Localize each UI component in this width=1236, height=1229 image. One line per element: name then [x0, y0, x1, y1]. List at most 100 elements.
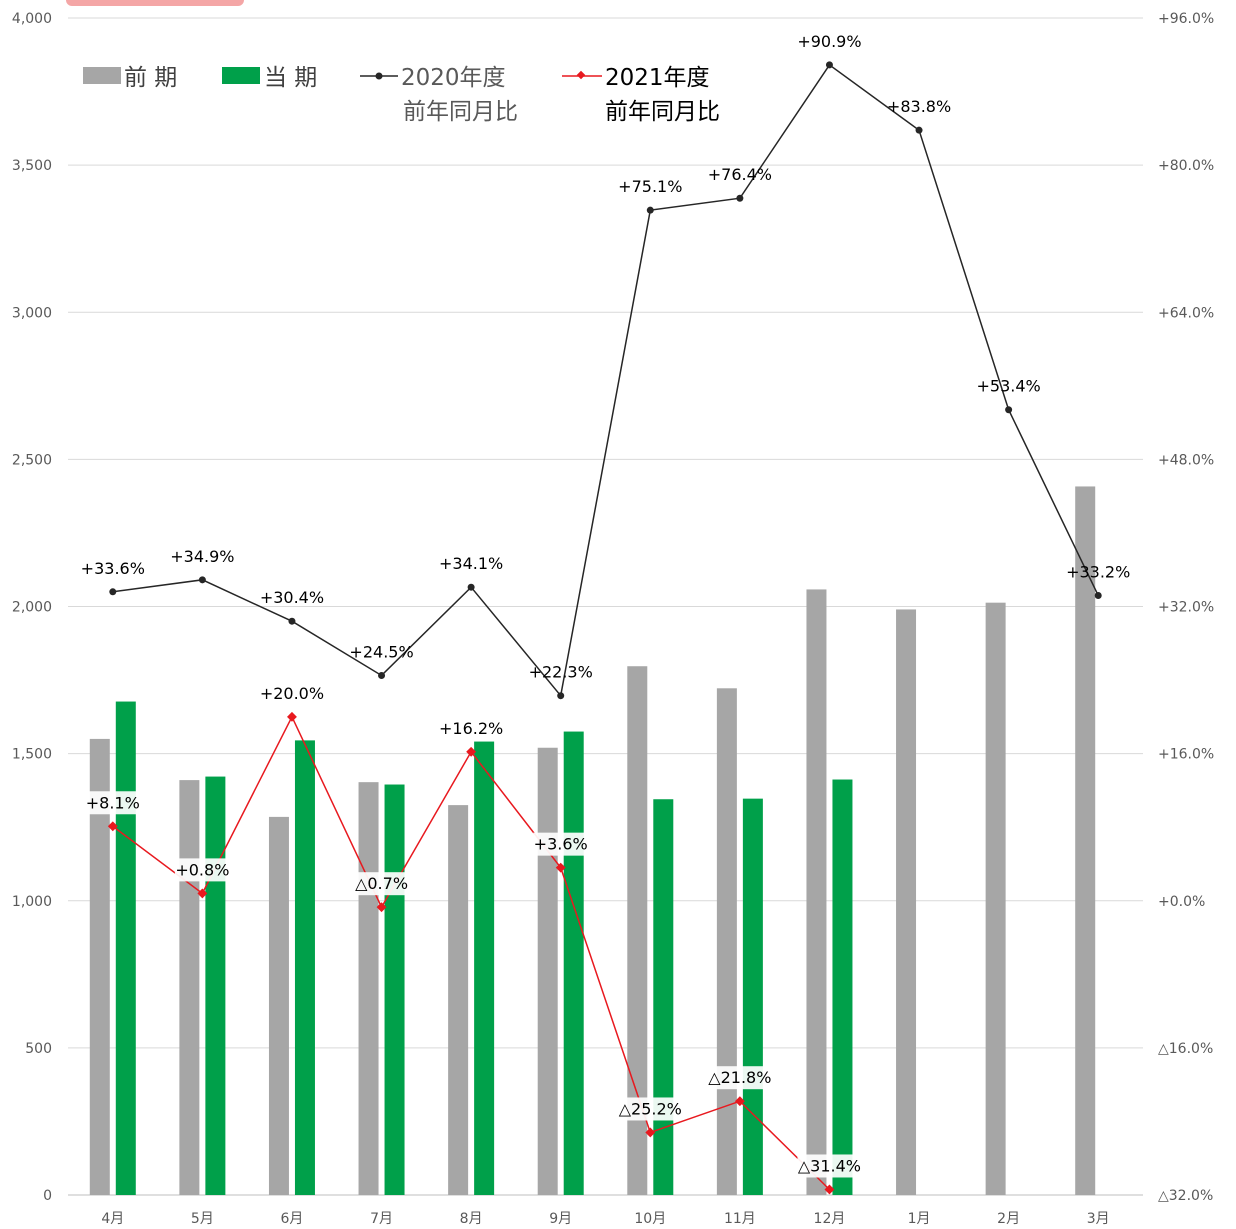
label-2021-bg	[707, 1066, 772, 1090]
legend-label-curr: 当 期	[264, 65, 317, 91]
label-2020: +83.8%	[887, 97, 951, 116]
y-left-tick-label: 3,000	[12, 305, 52, 321]
label-2021-bg	[533, 832, 589, 856]
bar-prev	[537, 747, 558, 1195]
bar-curr	[294, 740, 315, 1195]
line-2021-point	[734, 1096, 745, 1107]
bar-prev	[358, 782, 379, 1195]
label-2021-bg	[259, 681, 324, 705]
line-2021-point	[824, 1184, 835, 1195]
line-2021-point	[107, 821, 118, 832]
bar-curr	[563, 731, 584, 1195]
legend-swatch-prev	[83, 67, 121, 84]
bar-prev	[896, 609, 917, 1195]
legend-label-2020-line2: 前年同月比	[403, 99, 518, 125]
bar-curr	[832, 779, 853, 1195]
x-tick-label: 3月	[1087, 1211, 1110, 1227]
label-2021: +20.0%	[260, 684, 324, 703]
legend-marker-2021	[576, 70, 586, 80]
legend-swatch-curr	[222, 67, 260, 84]
label-2021: △0.7%	[355, 874, 408, 893]
bar-prev	[627, 666, 648, 1195]
y-left-tick-label: 0	[43, 1188, 52, 1204]
axes-group: 0 500 1,000 1,500 2,000 2,500 3,000 3,500 4,000 △…	[12, 11, 1214, 1227]
x-tick-label: 12月	[814, 1211, 846, 1227]
gridlines	[68, 17, 1143, 1196]
x-tick-label: 7月	[370, 1211, 393, 1227]
y-right-tick-label: +48.0%	[1158, 452, 1214, 468]
x-tick-label: 1月	[908, 1211, 931, 1227]
label-2020: +30.4%	[260, 588, 324, 607]
bar-curr	[115, 701, 136, 1195]
bar-curr	[205, 776, 226, 1195]
bars-group	[89, 486, 1096, 1195]
line-2021-point	[287, 711, 297, 722]
bar-curr	[474, 741, 495, 1195]
line-2020-point	[467, 583, 475, 591]
line-2020-point	[557, 692, 565, 700]
bar-prev	[806, 589, 827, 1195]
bar-prev	[179, 780, 200, 1195]
bar-prev	[268, 816, 289, 1195]
label-2021: +16.2%	[439, 719, 503, 738]
bar-prev	[985, 602, 1006, 1195]
x-tick-label: 10月	[634, 1211, 666, 1227]
label-2021-bg	[85, 791, 141, 815]
label-2020: +53.4%	[977, 377, 1041, 396]
line-2020-point	[825, 61, 833, 69]
y-left-tick-label: 500	[25, 1041, 52, 1057]
line-2021-point	[555, 862, 566, 873]
label-2021: △21.8%	[708, 1068, 771, 1087]
y-right-tick-label: △16.0%	[1158, 1041, 1213, 1057]
y-left-tick-label: 1,000	[12, 894, 52, 910]
line-2021-point	[645, 1127, 656, 1138]
y-left-tick-label: 2,000	[12, 600, 52, 616]
x-tick-label: 9月	[549, 1211, 572, 1227]
line-2021-point	[466, 746, 477, 757]
label-2020: +33.2%	[1066, 562, 1130, 581]
label-2020: +33.6%	[81, 559, 145, 578]
label-2021: △25.2%	[619, 1099, 682, 1118]
line-2020-point	[109, 588, 117, 596]
bar-prev	[716, 688, 737, 1195]
line-2020-point	[646, 206, 654, 214]
label-2021-bg	[174, 858, 230, 882]
y-right-tick-label: △32.0%	[1158, 1188, 1213, 1204]
x-tick-label: 8月	[460, 1211, 483, 1227]
bar-prev	[89, 738, 110, 1195]
label-2021: +8.1%	[86, 793, 140, 812]
y-left-tick-label: 3,500	[12, 158, 52, 174]
x-tick-label: 2月	[997, 1211, 1020, 1227]
bar-curr	[653, 799, 674, 1195]
y-right-tick-label: +16.0%	[1158, 747, 1214, 763]
y-left-tick-label: 2,500	[12, 452, 52, 468]
legend-label-prev: 前 期	[124, 65, 177, 91]
line-2020-point	[915, 126, 923, 134]
legend: 前 期 当 期 2020年度 前年同月比 2021年度 前年同月比	[83, 65, 720, 125]
label-2021-bg	[618, 1097, 683, 1121]
x-tick-label: 5月	[191, 1211, 214, 1227]
line-2020-point	[198, 576, 206, 584]
label-2020: +22.3%	[529, 663, 593, 682]
label-2020: +34.9%	[170, 547, 234, 566]
legend-label-2020-line1: 2020年度	[401, 65, 506, 91]
label-2021: +3.6%	[534, 835, 588, 854]
y-right-tick-label: +0.0%	[1158, 894, 1205, 910]
line-2020-line	[112, 63, 1099, 698]
line-2020-point	[288, 617, 296, 625]
y-right-tick-label: +64.0%	[1158, 305, 1214, 321]
x-tick-label: 4月	[101, 1211, 124, 1227]
label-2021: △31.4%	[798, 1156, 861, 1175]
top-highlight-bar	[66, 0, 244, 6]
line-2021-point	[376, 902, 387, 913]
legend-marker-2020	[375, 72, 383, 80]
label-2021-bg	[354, 872, 410, 896]
line-2020-point	[736, 194, 744, 202]
line-2020-point	[378, 671, 386, 679]
label-2020: +75.1%	[618, 177, 682, 196]
label-2020: +76.4%	[708, 165, 772, 184]
bar-prev	[1075, 486, 1096, 1195]
x-tick-label: 11月	[724, 1211, 756, 1227]
label-2020: +24.5%	[349, 642, 413, 661]
